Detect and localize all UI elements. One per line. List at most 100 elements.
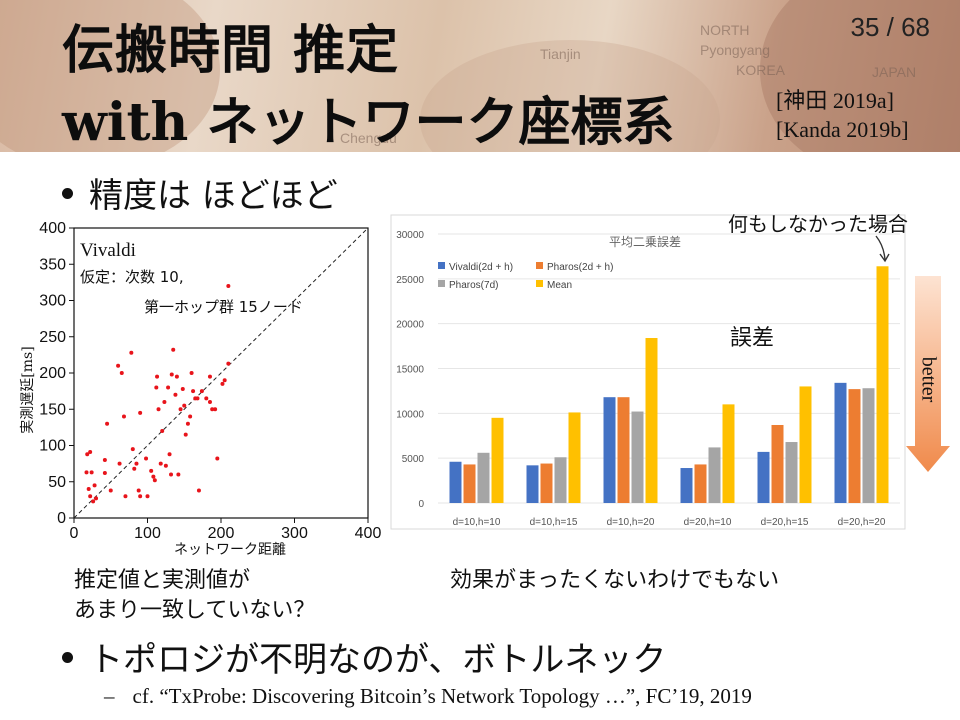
y-tick-label: 25000 xyxy=(396,275,424,286)
y-tick-label: 10000 xyxy=(396,409,424,420)
scatter-point xyxy=(191,389,196,394)
error-label: 誤差 xyxy=(730,326,774,351)
scatter-point xyxy=(123,494,128,499)
category-label: d=20,h=10 xyxy=(684,517,732,528)
y-tick-label: 20000 xyxy=(396,320,424,331)
scatter-point xyxy=(152,478,157,483)
bullet-accuracy: 精度は ほどほど xyxy=(62,168,338,217)
bar xyxy=(477,452,490,503)
y-tick-label: 0 xyxy=(57,510,66,527)
scatter-point xyxy=(166,385,171,390)
category-label: d=10,h=15 xyxy=(530,517,578,528)
title-with-word: with xyxy=(62,92,189,152)
bar-axes: 0 5000 10000 15000 20000 25000 30000 d=10,h=10 d… xyxy=(396,230,900,528)
y-tick-label: 350 xyxy=(39,256,66,273)
scatter-annotation-1: 仮定：次数 10, xyxy=(80,268,184,286)
scatter-point xyxy=(178,407,183,412)
slide-title-line2: with ネットワーク座標系 xyxy=(62,80,674,152)
scatter-point xyxy=(138,494,143,499)
scatter-point xyxy=(138,410,143,415)
scatter-point xyxy=(188,414,193,419)
legend-swatch xyxy=(536,280,543,287)
x-tick-label: 100 xyxy=(134,525,161,542)
map-word: JAPAN xyxy=(872,64,917,80)
scatter-point xyxy=(226,284,231,288)
page-number: 35 / 68 xyxy=(850,12,930,42)
scatter-point xyxy=(89,470,94,475)
scatter-point xyxy=(86,487,91,491)
bar xyxy=(463,464,476,503)
bar-chart: 平均二乗誤差 0 5000 10000 15000 20000 25000 30000 d=1… xyxy=(390,214,906,530)
scatter-point xyxy=(226,361,231,366)
y-tick-label: 400 xyxy=(39,220,66,237)
header-banner: NORTH Pyongyang KOREA Tianjin JAPAN Chen… xyxy=(0,0,960,152)
category-label: d=20,h=15 xyxy=(761,517,809,528)
y-tick-label: 15000 xyxy=(396,365,424,376)
scatter-point xyxy=(108,488,113,493)
bar xyxy=(617,397,630,503)
scatter-chart: 0 100 200 300 400 0 50 100 150 200 250 300 350 400 Vi… xyxy=(20,220,381,558)
scatter-point xyxy=(163,463,168,468)
bullet-dot xyxy=(62,188,73,199)
bar xyxy=(680,468,693,503)
scatter-points xyxy=(84,284,231,504)
no-action-note: 何もしなかった場合 xyxy=(728,212,908,236)
y-tick-label: 30000 xyxy=(396,230,424,241)
bar xyxy=(554,457,567,503)
map-word: Tianjin xyxy=(540,46,581,62)
bar-series xyxy=(449,266,889,503)
scatter-point xyxy=(162,400,167,404)
scatter-point xyxy=(117,461,122,466)
scatter-point xyxy=(195,396,200,401)
legend-swatch xyxy=(536,262,543,269)
scatter-point xyxy=(180,386,185,391)
legend-swatch xyxy=(438,262,445,269)
reference-2: [Kanda 2019b] xyxy=(776,117,909,142)
scatter-point xyxy=(169,372,174,377)
legend-label: Pharos(7d) xyxy=(449,280,498,291)
scatter-point xyxy=(151,474,156,479)
scatter-axes: 0 100 200 300 400 0 50 100 150 200 250 300 350 400 xyxy=(39,220,381,542)
scatter-x-label: ネットワーク距離 xyxy=(174,541,286,558)
scatter-point xyxy=(171,347,176,352)
reference-1: [神田 2019a] xyxy=(776,88,894,113)
bullet-text: トポロジが不明なのが、ボトルネック xyxy=(89,640,667,680)
left-caption-line1: 推定値と実測値が xyxy=(74,568,251,593)
y-tick-label: 300 xyxy=(39,293,66,310)
title-japanese-part: ネットワーク座標系 xyxy=(206,93,675,152)
y-tick-label: 250 xyxy=(39,329,66,346)
scatter-point xyxy=(129,350,134,355)
x-tick-label: 400 xyxy=(355,525,382,542)
reference-diagonal-line xyxy=(73,227,369,519)
scatter-point xyxy=(91,499,96,504)
scatter-point xyxy=(116,363,121,368)
scatter-y-label: 実測遅延[ms] xyxy=(20,346,36,433)
scatter-point xyxy=(102,458,107,462)
scatter-point xyxy=(136,488,141,493)
scatter-point xyxy=(156,407,161,412)
sub-bullet-text: cf. “TxProbe: Discovering Bitcoin’s Netw… xyxy=(132,684,752,708)
map-word: Pyongyang xyxy=(700,42,771,58)
bar xyxy=(708,447,721,503)
y-tick-label: 150 xyxy=(39,401,66,418)
scatter-point xyxy=(94,496,99,501)
better-arrow-icon xyxy=(906,276,950,472)
bar xyxy=(876,266,889,503)
bar xyxy=(757,451,770,503)
bar xyxy=(862,388,875,503)
bar xyxy=(799,386,812,503)
map-word: NORTH xyxy=(700,22,750,38)
scatter-point xyxy=(176,472,181,477)
left-caption: 推定値と実測値が あまり一致していない？ xyxy=(74,566,315,626)
scatter-point xyxy=(130,447,135,452)
scatter-point xyxy=(144,456,149,461)
scatter-point xyxy=(92,483,97,488)
scatter-annotation-2: 第一ホップ群 15ノード xyxy=(144,298,303,316)
bar xyxy=(722,404,735,503)
y-tick-label: 100 xyxy=(39,438,66,455)
category-label: d=10,h=10 xyxy=(453,517,501,528)
scatter-point xyxy=(158,461,163,466)
bar xyxy=(526,465,539,503)
scatter-point xyxy=(85,452,90,457)
map-word: Chengdu xyxy=(340,130,397,146)
